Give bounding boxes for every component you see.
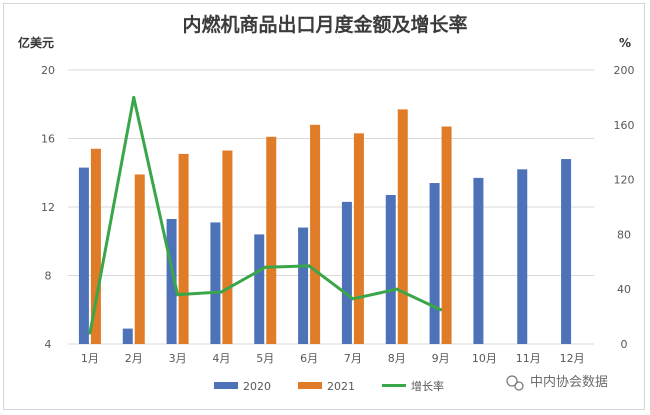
- x-tick-label: 5月: [256, 352, 274, 365]
- line-point: [263, 265, 267, 269]
- bar-2021: [222, 150, 233, 344]
- left-axis-unit: 亿美元: [18, 35, 54, 50]
- left-tick-label: 20: [41, 64, 55, 77]
- right-tick-label: 40: [617, 283, 631, 296]
- line-point: [395, 287, 399, 291]
- line-point: [88, 331, 92, 335]
- watermark: 中内协会数据: [506, 374, 608, 391]
- bar-2020: [254, 234, 265, 344]
- left-tick-label: 4: [45, 338, 52, 351]
- bar-2020: [473, 177, 484, 344]
- x-tick-label: 3月: [169, 352, 187, 365]
- right-tick-label: 0: [621, 338, 628, 351]
- x-tick-label: 11月: [516, 352, 541, 365]
- left-tick-label: 8: [45, 270, 52, 283]
- right-tick-label: 120: [614, 174, 635, 187]
- line-point: [439, 308, 443, 312]
- x-tick-label: 8月: [388, 352, 406, 365]
- right-tick-label: 160: [614, 119, 635, 132]
- bar-2020: [298, 227, 309, 344]
- legend-swatch: [298, 382, 322, 389]
- bar-2021: [353, 133, 364, 344]
- legend-swatch: [214, 382, 238, 389]
- line-point: [176, 293, 180, 297]
- bar-2020: [429, 183, 440, 344]
- bar-2020: [122, 328, 133, 344]
- bar-2020: [385, 195, 396, 344]
- bar-2021: [441, 126, 452, 344]
- bar-2020: [561, 159, 572, 344]
- line-point: [307, 264, 311, 268]
- bar-2021: [90, 148, 101, 344]
- bar-2021: [266, 136, 277, 344]
- legend-label: 2021: [327, 380, 355, 393]
- left-tick-label: 16: [41, 133, 55, 146]
- x-tick-label: 10月: [472, 352, 497, 365]
- right-axis-unit: %: [619, 36, 631, 50]
- right-tick-label: 200: [614, 64, 635, 77]
- chart-title: 内燃机商品出口月度金额及增长率: [182, 13, 467, 36]
- x-tick-label: 7月: [344, 352, 362, 365]
- x-tick-label: 1月: [81, 352, 99, 365]
- line-point: [132, 95, 136, 99]
- bar-2020: [341, 201, 352, 344]
- x-tick-label: 4月: [212, 352, 230, 365]
- x-tick-label: 2月: [125, 352, 143, 365]
- bar-2021: [310, 124, 321, 344]
- bar-2021: [134, 174, 145, 344]
- wechat-icon: [506, 375, 524, 391]
- bar-2020: [210, 222, 221, 344]
- right-tick-label: 80: [617, 228, 631, 241]
- x-tick-label: 9月: [432, 352, 450, 365]
- line-point: [219, 290, 223, 294]
- bar-2020: [78, 167, 89, 344]
- x-tick-label: 12月: [560, 352, 585, 365]
- left-tick-label: 12: [41, 201, 55, 214]
- line-point: [351, 297, 355, 301]
- bar-2021: [397, 109, 408, 344]
- bar-2021: [178, 153, 189, 344]
- legend-label: 增长率: [411, 379, 444, 393]
- bar-2020: [517, 169, 528, 344]
- bar-2020: [166, 218, 177, 344]
- legend-label: 2020: [243, 380, 271, 393]
- watermark-text: 中内协会数据: [530, 374, 608, 390]
- x-tick-label: 6月: [300, 352, 318, 365]
